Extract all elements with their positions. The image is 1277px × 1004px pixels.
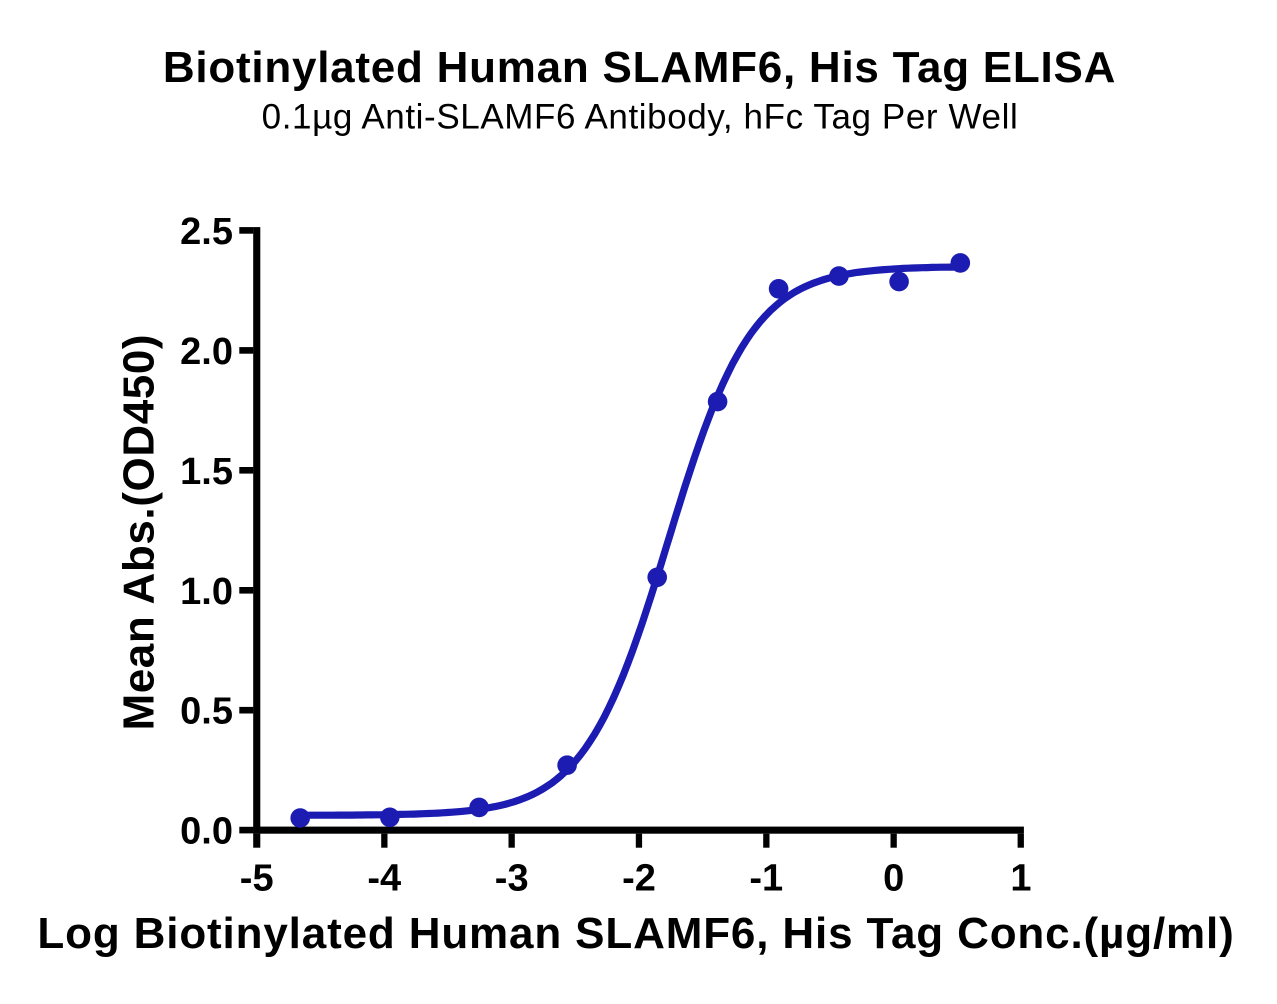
svg-text:-5: -5: [240, 858, 274, 900]
svg-text:2.0: 2.0: [180, 331, 233, 373]
svg-text:2.5: 2.5: [180, 211, 233, 253]
svg-text:Biotinylated Human SLAMF6, His: Biotinylated Human SLAMF6, His Tag ELISA: [163, 43, 1116, 92]
svg-text:-3: -3: [495, 858, 529, 900]
svg-text:Mean Abs.(OD450): Mean Abs.(OD450): [115, 334, 164, 731]
svg-text:1: 1: [1010, 858, 1031, 900]
svg-text:-4: -4: [367, 858, 401, 900]
svg-text:1.5: 1.5: [180, 451, 233, 493]
svg-text:0.0: 0.0: [180, 811, 233, 853]
svg-text:0: 0: [883, 858, 904, 900]
svg-text:-1: -1: [749, 858, 783, 900]
svg-text:Log Biotinylated Human SLAMF6,: Log Biotinylated Human SLAMF6, His Tag C…: [37, 909, 1234, 958]
svg-text:-2: -2: [622, 858, 656, 900]
svg-text:1.0: 1.0: [180, 571, 233, 613]
svg-text:0.1µg Anti-SLAMF6 Antibody, hF: 0.1µg Anti-SLAMF6 Antibody, hFc Tag Per …: [262, 97, 1019, 136]
svg-text:0.5: 0.5: [180, 691, 233, 733]
